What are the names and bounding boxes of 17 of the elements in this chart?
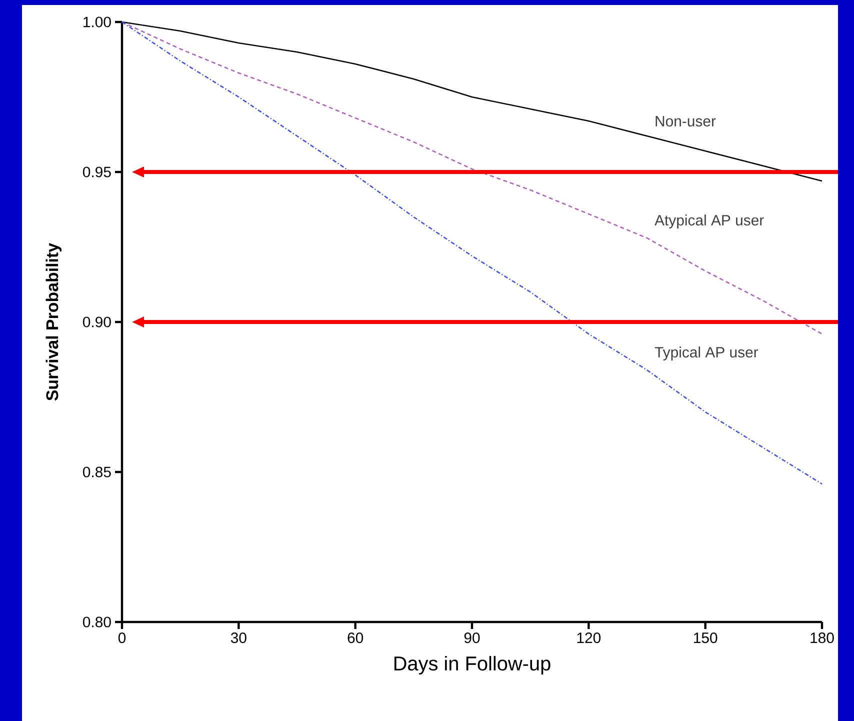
series-label: Atypical AP user (654, 214, 764, 228)
x-axis-title: Days in Follow-up (394, 656, 550, 675)
x-tick-label: 60 (348, 632, 364, 644)
x-tick-label: 150 (694, 632, 718, 644)
x-tick-label: 90 (464, 632, 480, 644)
x-tick-label: 120 (577, 632, 601, 644)
x-tick-label: 30 (230, 632, 246, 644)
series-label: Non-user (656, 116, 716, 126)
y-tick-label: 0.85 (82, 466, 111, 478)
x-tick-label: 180 (810, 632, 834, 644)
y-tick-label: 0.80 (82, 616, 111, 628)
series-label: Typical AP user (654, 346, 758, 360)
y-axis-title: Survival Probability (46, 243, 62, 401)
y-tick-label: 0.90 (82, 316, 111, 328)
x-tick-label: 0 (118, 632, 126, 644)
y-tick-label: 1.00 (84, 16, 111, 28)
y-tick-label: 0.95 (82, 166, 111, 178)
